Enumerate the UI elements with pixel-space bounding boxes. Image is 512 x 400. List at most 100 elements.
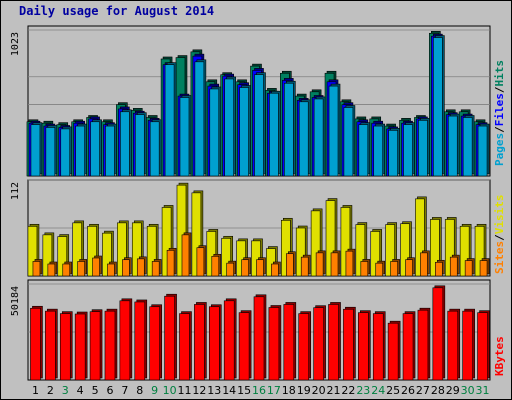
bar-kbytes-day11 [179,313,190,381]
xtick-label-day11: 11 [177,384,191,397]
bar-pages-day31 [477,125,488,177]
bar-kbytes-day4 [74,313,86,381]
bar-pages-day15 [239,87,249,177]
legend-kbytes: KBytes [493,336,506,376]
legend-top-separator: / [493,126,506,133]
bar-kbytes-day13 [208,306,220,381]
xtick-label-day9: 9 [151,384,158,397]
bar-kbytes-day30 [462,310,473,381]
xtick-label-day14: 14 [222,384,236,397]
bar-sites-day14 [226,262,234,277]
bar-pages-day18 [284,82,294,177]
bar-sites-day12 [196,247,205,277]
bar-sites-day15 [241,259,249,277]
xtick-label-day6: 6 [106,384,113,397]
bar-visits-day5 [87,225,97,277]
bar-pages-day28 [433,37,443,177]
bar-sites-day3 [62,263,71,277]
xtick-label-day8: 8 [136,384,143,397]
bar-visits-day4 [72,222,82,277]
bar-sites-day6 [107,263,115,277]
bar-visits-day30 [459,225,470,277]
bar-kbytes-day28 [432,287,444,381]
xtick-label-day20: 20 [312,384,326,397]
bar-kbytes-day8 [134,301,146,381]
bar-sites-day29 [449,256,458,277]
bar-visits-day24 [370,231,381,277]
xtick-label-day22: 22 [341,384,355,397]
bar-kbytes-day16 [253,296,265,381]
bar-sites-day13 [211,255,220,277]
bar-kbytes-day21 [328,304,339,381]
bar-sites-day9 [151,261,160,277]
chart-title: Daily usage for August 2014 [19,4,215,18]
xtick-label-day1: 1 [32,384,39,397]
bar-kbytes-day17 [268,307,280,381]
xtick-label-day19: 19 [297,384,311,397]
bar-sites-day19 [300,256,309,277]
bar-visits-day31 [474,225,485,277]
bar-kbytes-day29 [447,310,459,381]
bar-sites-day5 [92,257,100,277]
xtick-label-day26: 26 [401,384,415,397]
bar-kbytes-day24 [372,313,384,381]
bar-kbytes-day31 [477,312,488,381]
bar-pages-day25 [388,130,398,177]
bar-visits-day6 [102,232,112,277]
bar-sites-day20 [315,252,324,277]
bar-visits-day26 [400,223,410,277]
xtick-label-day15: 15 [237,384,251,397]
bar-sites-day31 [479,260,488,277]
xtick-label-day2: 2 [47,384,54,397]
bar-pages-day9 [149,121,160,177]
bar-pages-day19 [298,101,309,177]
bar-pages-day6 [105,125,115,177]
bar-kbytes-day9 [149,306,160,381]
bar-kbytes-day10 [164,295,175,381]
legend-middle-separator: / [493,234,506,241]
bar-visits-day20 [310,210,321,277]
bar-sites-day17 [271,263,279,277]
bar-kbytes-day27 [417,309,429,381]
bar-pages-day5 [90,121,100,177]
bar-visits-day28 [430,219,440,277]
bar-pages-day3 [60,128,71,177]
legend-top-separator: / [493,86,506,93]
bar-pages-day20 [313,98,324,177]
xtick-label-day3: 3 [62,384,69,397]
xtick-label-day12: 12 [192,384,206,397]
bar-kbytes-day22 [343,308,354,381]
xtick-label-day5: 5 [92,384,99,397]
bar-pages-day1 [30,124,41,177]
ytick-label-middle: 112 [10,182,21,200]
xtick-label-day23: 23 [356,384,370,397]
bar-pages-day22 [343,107,354,177]
bar-visits-day21 [325,200,336,277]
bar-sites-day30 [464,260,473,277]
bar-sites-day21 [330,252,339,277]
bar-visits-day27 [415,198,425,277]
bar-pages-day16 [254,74,264,177]
bar-pages-day2 [45,127,56,177]
bar-pages-day11 [179,97,190,177]
bar-visits-day7 [117,222,127,277]
xtick-label-day25: 25 [386,384,400,397]
bar-visits-day25 [385,224,395,277]
xtick-label-day7: 7 [121,384,128,397]
bar-kbytes-day6 [104,310,116,381]
legend-visits: Visits [493,195,506,235]
bar-kbytes-day15 [238,312,250,381]
xtick-label-day18: 18 [282,384,296,397]
legend-files: Files [493,93,506,126]
xtick-label-day4: 4 [77,384,84,397]
bar-pages-day17 [269,92,279,177]
legend-top: Pages/Files/Hits [493,60,506,166]
xtick-label-day31: 31 [476,384,490,397]
bar-kbytes-day3 [59,313,71,381]
bar-sites-day11 [181,234,190,277]
bar-sites-day28 [435,261,443,277]
bar-pages-day4 [75,125,85,177]
legend-middle: Sites/Visits [493,195,506,275]
bar-visits-day10 [161,207,172,277]
